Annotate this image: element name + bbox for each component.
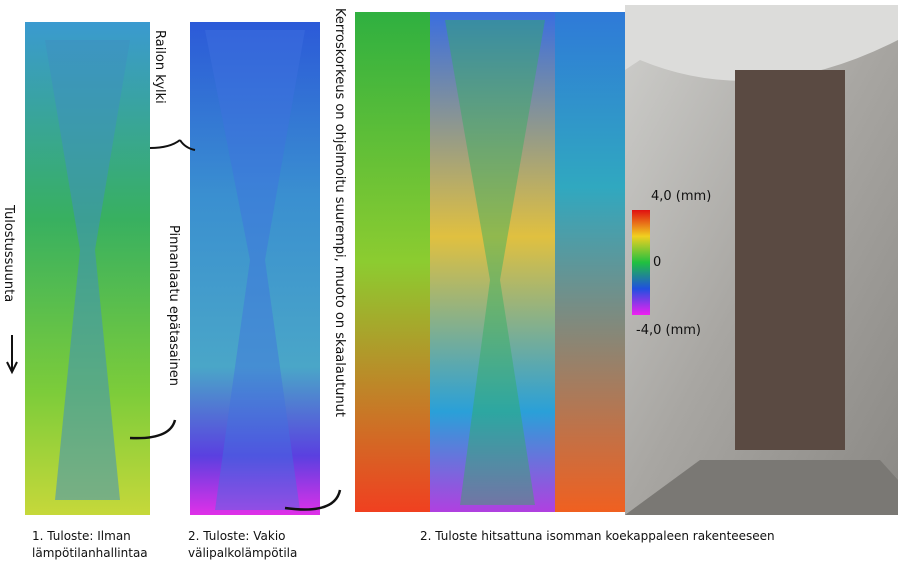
colorbar-min: -4,0 (mm) [636,323,701,338]
colorbar-max: 4,0 (mm) [651,189,711,204]
scan-panel-3-right [555,12,625,512]
bracket [150,140,195,150]
colorbar-mid: 0 [653,255,661,270]
caption-1-line-1: 1. Tuloste: Ilman [32,529,131,543]
annotation-layer-height: Kerroskorkeus on ohjelmoitu suurempi, mu… [332,8,347,417]
caption-2-line-2: välipalkolämpötila [188,546,297,560]
annotation-surface-quality: Pinnanlaatu epätasainen [166,225,181,386]
annotation-print-direction: Tulostussuunta [1,204,16,302]
figure: 4,0 (mm) 0 -4,0 (mm) Railon kylki Tulost… [0,0,898,567]
annotation-side-wall: Railon kylki [152,30,167,104]
scan-panel-3-left [355,12,430,512]
caption-2-line-1: 2. Tuloste: Vakio [188,529,286,543]
caption-1-line-2: lämpötilanhallintaa [32,546,148,560]
direction-arrow [7,335,17,372]
photo-weld [735,70,845,450]
colorbar [632,210,650,315]
caption-3: 2. Tuloste hitsattuna isomman koekappale… [420,529,775,543]
